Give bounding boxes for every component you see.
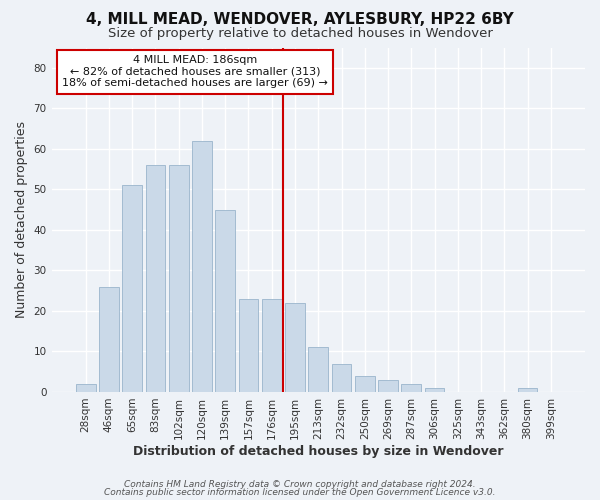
Bar bbox=[215, 210, 235, 392]
Bar bbox=[262, 299, 281, 392]
Bar bbox=[192, 140, 212, 392]
Y-axis label: Number of detached properties: Number of detached properties bbox=[15, 121, 28, 318]
Bar bbox=[401, 384, 421, 392]
Bar bbox=[518, 388, 538, 392]
Text: Contains HM Land Registry data © Crown copyright and database right 2024.: Contains HM Land Registry data © Crown c… bbox=[124, 480, 476, 489]
Text: Contains public sector information licensed under the Open Government Licence v3: Contains public sector information licen… bbox=[104, 488, 496, 497]
Bar bbox=[99, 286, 119, 392]
Bar bbox=[76, 384, 95, 392]
Text: Size of property relative to detached houses in Wendover: Size of property relative to detached ho… bbox=[107, 28, 493, 40]
Bar bbox=[122, 186, 142, 392]
Bar bbox=[308, 348, 328, 392]
Bar bbox=[378, 380, 398, 392]
Bar bbox=[146, 165, 166, 392]
Bar bbox=[355, 376, 374, 392]
X-axis label: Distribution of detached houses by size in Wendover: Distribution of detached houses by size … bbox=[133, 444, 503, 458]
Bar bbox=[169, 165, 188, 392]
Bar bbox=[425, 388, 445, 392]
Bar bbox=[332, 364, 352, 392]
Bar bbox=[285, 303, 305, 392]
Text: 4 MILL MEAD: 186sqm
← 82% of detached houses are smaller (313)
18% of semi-detac: 4 MILL MEAD: 186sqm ← 82% of detached ho… bbox=[62, 55, 328, 88]
Bar bbox=[239, 299, 259, 392]
Text: 4, MILL MEAD, WENDOVER, AYLESBURY, HP22 6BY: 4, MILL MEAD, WENDOVER, AYLESBURY, HP22 … bbox=[86, 12, 514, 28]
